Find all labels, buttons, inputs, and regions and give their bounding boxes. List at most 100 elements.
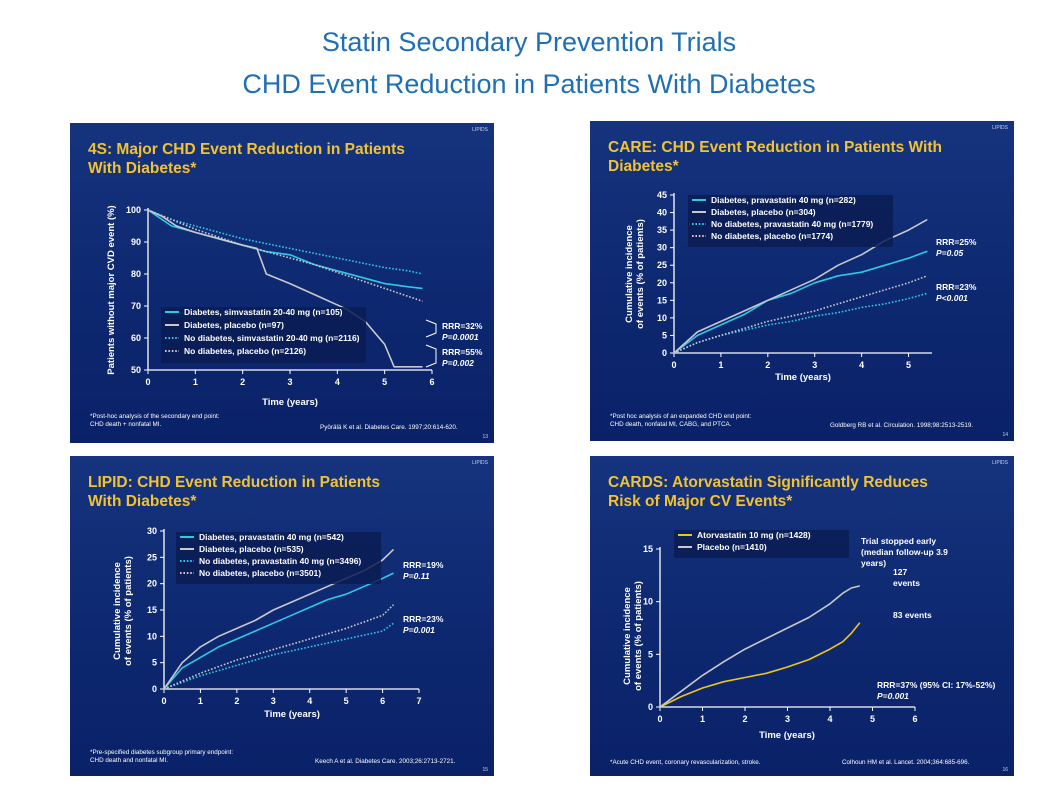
chart-title-line-2: Risk of Major CV Events* (608, 493, 793, 510)
x-tick-label: 6 (380, 696, 385, 706)
y-tick-label: 30 (147, 526, 157, 536)
page-number: 15 (482, 767, 488, 773)
x-tick-label: 5 (870, 714, 875, 724)
y-tick-label: 20 (657, 278, 667, 288)
annotation-1-line-2: (median follow-up 3.9 (861, 547, 948, 557)
x-tick-label: 1 (700, 714, 705, 724)
annotation-1-line-2: P=0.05 (936, 248, 963, 258)
x-axis-label: Time (years) (264, 709, 320, 720)
y-tick-label: 15 (657, 295, 667, 305)
y-tick-label: 25 (657, 260, 667, 270)
chart-panel-cards: LIPIDS 16 CARDS: Atorvastatin Significantl… (590, 456, 1014, 776)
legend-box (176, 532, 381, 584)
x-axis-label: Time (years) (759, 730, 815, 741)
slide-title-line-2: CHD Event Reduction in Patients With Dia… (242, 69, 816, 99)
annotation-2-line-1: RRR=23% (936, 282, 977, 292)
annotation-1-line-3: years) (861, 558, 886, 568)
annotation-1-line-2: P=0.0001 (442, 332, 479, 342)
x-tick-label: 2 (765, 360, 770, 370)
legend-label: Diabetes, placebo (n=304) (711, 207, 816, 217)
x-tick-label: 4 (335, 377, 340, 387)
reference-citation: Pyörälä K et al. Diabetes Care. 1997;20:… (320, 424, 458, 431)
chart-panel-4s: LIPIDS 13 4S: Major CHD Event Reduction in… (70, 123, 494, 443)
annotation-2-line-2: P<0.001 (936, 293, 968, 303)
x-tick-label: 5 (382, 377, 387, 387)
annotation-1-line-1: RRR=32% (442, 321, 483, 331)
y-axis-label-line-2: of events (% of patients) (633, 581, 644, 691)
y-tick-label: 0 (152, 684, 157, 694)
y-axis-label-line-2: of events (% of patients) (123, 556, 134, 666)
annotation-1-line-1: RRR=25% (936, 237, 977, 247)
page-number: 16 (1002, 767, 1008, 773)
y-tick-label: 5 (152, 658, 157, 668)
y-tick-label: 15 (643, 544, 653, 554)
legend-label: Diabetes, placebo (n=535) (199, 544, 304, 554)
y-tick-label: 80 (131, 269, 141, 279)
x-tick-label: 5 (906, 360, 911, 370)
x-tick-label: 0 (161, 696, 166, 706)
y-tick-label: 45 (657, 190, 667, 200)
x-tick-label: 4 (307, 696, 312, 706)
footnote-line-1: *Acute CHD event, coronary revasculariza… (610, 759, 761, 766)
corner-label: LIPIDS (472, 460, 489, 466)
footnote-line-2: CHD death + nonfatal MI. (90, 421, 161, 428)
page-number: 14 (1002, 432, 1008, 438)
y-axis-label-line-2: of events (% of patients) (635, 219, 646, 329)
y-tick-label: 10 (643, 597, 653, 607)
x-tick-label: 3 (812, 360, 817, 370)
legend-label: No diabetes, placebo (n=2126) (184, 346, 306, 356)
annotation-4-line-1: RRR=37% (95% CI: 17%-52%) (877, 680, 996, 690)
annotation-1-line-2: P=0.11 (403, 571, 430, 581)
x-tick-label: 0 (145, 377, 150, 387)
y-tick-label: 0 (648, 702, 653, 712)
chart-title-line-2: Diabetes* (608, 158, 680, 175)
reference-citation: Goldberg RB et al. Circulation. 1998;98:… (830, 422, 973, 429)
footnote-line-1: *Pre-specified diabetes subgroup primary… (90, 749, 233, 756)
series-line-4 (163, 604, 395, 690)
annotation-2-line-2: P=0.001 (403, 625, 435, 635)
legend-box (688, 195, 893, 247)
legend-label: Placebo (n=1410) (697, 542, 767, 552)
y-tick-label: 40 (657, 208, 667, 218)
x-tick-label: 0 (671, 360, 676, 370)
x-tick-label: 4 (827, 714, 832, 724)
x-tick-label: 6 (912, 714, 917, 724)
y-tick-label: 5 (648, 649, 653, 659)
y-tick-label: 30 (657, 243, 667, 253)
annotation-2-line-2: events (893, 578, 920, 588)
legend-label: No diabetes, placebo (n=1774) (711, 231, 833, 241)
footnote-line-1: *Post-hoc analysis of the secondary end … (90, 413, 220, 420)
y-axis-label: Patients without major CVD event (%) (106, 205, 117, 374)
legend-label: Atorvastatin 10 mg (n=1428) (697, 530, 811, 540)
y-tick-label: 20 (147, 579, 157, 589)
x-tick-label: 2 (742, 714, 747, 724)
y-tick-label: 70 (131, 301, 141, 311)
x-tick-label: 0 (657, 714, 662, 724)
chart-title-line-1: CARE: CHD Event Reduction in Patients Wi… (608, 139, 942, 156)
x-tick-label: 1 (198, 696, 203, 706)
x-tick-label: 3 (287, 377, 292, 387)
series-line-3 (163, 622, 394, 690)
x-tick-label: 1 (193, 377, 198, 387)
legend-label: No diabetes, pravastatin 40 mg (n=1779) (711, 219, 873, 229)
slide-title-line-1: Statin Secondary Prevention Trials (321, 27, 737, 57)
legend-label: No diabetes, simvastatin 20-40 mg (n=211… (184, 333, 360, 343)
x-axis-label: Time (years) (262, 397, 318, 408)
y-axis-label-line-1: Cumulative incidence (112, 562, 123, 660)
reference-citation: Keech A et al. Diabetes Care. 2003;26:27… (315, 758, 456, 765)
y-tick-label: 5 (662, 330, 667, 340)
y-tick-label: 10 (657, 313, 667, 323)
series-line-2 (147, 209, 423, 368)
corner-label: LIPIDS (992, 460, 1009, 466)
x-tick-label: 1 (718, 360, 723, 370)
chart-title-line-1: LIPID: CHD Event Reduction in Patients (88, 474, 380, 491)
series-line-1 (163, 572, 394, 690)
legend-box (674, 530, 849, 558)
legend-label: Diabetes, pravastatin 40 mg (n=542) (199, 532, 344, 542)
y-tick-label: 35 (657, 225, 667, 235)
chart-panel-care: LIPIDS 14 CARE: CHD Event Reduction in Pat… (590, 121, 1014, 441)
